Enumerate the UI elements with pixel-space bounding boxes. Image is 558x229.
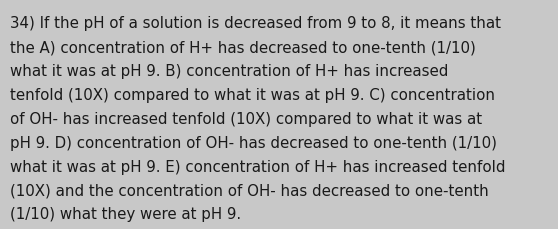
Text: the A) concentration of H+ has decreased to one-tenth (1/10): the A) concentration of H+ has decreased… xyxy=(10,40,476,55)
Text: of OH- has increased tenfold (10X) compared to what it was at: of OH- has increased tenfold (10X) compa… xyxy=(10,111,482,126)
Text: pH 9. D) concentration of OH- has decreased to one-tenth (1/10): pH 9. D) concentration of OH- has decrea… xyxy=(10,135,497,150)
Text: (10X) and the concentration of OH- has decreased to one-tenth: (10X) and the concentration of OH- has d… xyxy=(10,183,489,198)
Text: tenfold (10X) compared to what it was at pH 9. C) concentration: tenfold (10X) compared to what it was at… xyxy=(10,87,495,102)
Text: (1/10) what they were at pH 9.: (1/10) what they were at pH 9. xyxy=(10,207,241,221)
Text: what it was at pH 9. E) concentration of H+ has increased tenfold: what it was at pH 9. E) concentration of… xyxy=(10,159,506,174)
Text: what it was at pH 9. B) concentration of H+ has increased: what it was at pH 9. B) concentration of… xyxy=(10,64,449,79)
Text: 34) If the pH of a solution is decreased from 9 to 8, it means that: 34) If the pH of a solution is decreased… xyxy=(10,16,501,31)
